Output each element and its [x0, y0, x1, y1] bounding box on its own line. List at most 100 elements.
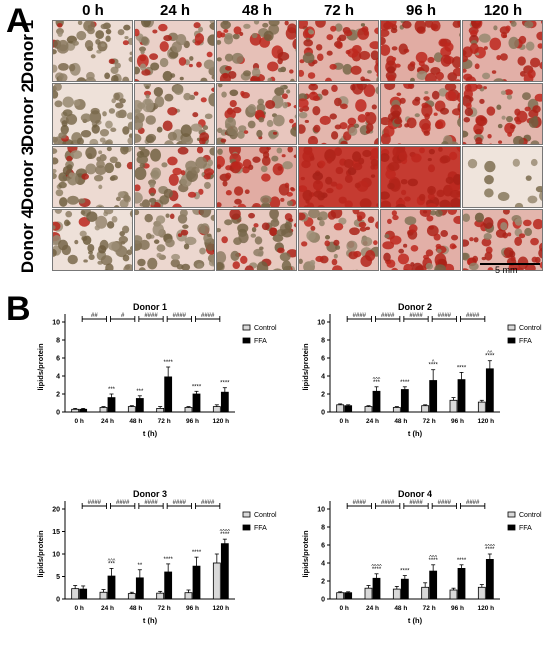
micrograph-image — [216, 209, 297, 271]
micrograph-image — [380, 83, 461, 145]
significance-carets: ^^^ — [373, 377, 381, 383]
x-tick-label: 48 h — [394, 605, 407, 612]
significance-stars: **** — [428, 363, 438, 369]
significance-stars: **** — [163, 557, 173, 563]
x-tick-label: 96 h — [451, 605, 464, 612]
y-tick-label: 6 — [56, 356, 60, 363]
micrograph-image — [462, 83, 543, 145]
x-axis-label: t (h) — [143, 429, 158, 438]
x-axis-label: t (h) — [408, 616, 423, 625]
donor-row-label: Donor 2 — [18, 82, 37, 147]
bracket-label: #### — [144, 500, 158, 506]
donor-row-label: Donor 4 — [18, 208, 37, 273]
y-tick-label: 8 — [321, 525, 325, 532]
bar-ffa — [400, 578, 409, 600]
bracket-label: #### — [466, 500, 480, 506]
significance-stars: **** — [220, 381, 230, 387]
y-tick-label: 0 — [56, 597, 60, 604]
micrograph-image — [380, 209, 461, 271]
bar-control — [156, 592, 165, 600]
y-tick-label: 10 — [317, 507, 325, 514]
bar-control — [364, 587, 373, 600]
bracket-label: #### — [144, 313, 158, 319]
micrograph-image — [298, 83, 379, 145]
micrograph-image — [462, 209, 543, 271]
significance-stars: *** — [108, 387, 116, 393]
panel-b-letter: B — [6, 290, 31, 328]
micrograph-image — [134, 83, 215, 145]
bar-control — [71, 408, 80, 413]
y-tick-label: 6 — [321, 356, 325, 363]
y-tick-label: 2 — [321, 392, 325, 399]
bar-ffa — [457, 379, 466, 413]
x-tick-label: 24 h — [366, 605, 379, 612]
bar-control — [477, 586, 486, 600]
bar-control — [156, 408, 165, 413]
y-tick-label: 0 — [56, 410, 60, 417]
micrograph-image — [216, 20, 297, 82]
significance-stars: **** — [485, 354, 495, 360]
bracket-label: #### — [201, 313, 215, 319]
bar-ffa — [107, 575, 116, 600]
significance-stars: ** — [137, 563, 142, 569]
bar-control — [449, 589, 458, 600]
significance-stars: **** — [192, 384, 202, 390]
donor-row-label: Donor 1 — [18, 19, 37, 84]
bracket-label: #### — [466, 313, 480, 319]
donor-row-label: Donor 3 — [18, 145, 37, 210]
significance-carets: ^^ — [487, 351, 493, 357]
legend-swatch-ffa — [242, 337, 251, 344]
y-tick-label: 0 — [321, 410, 325, 417]
micrograph-image — [298, 209, 379, 271]
legend-swatch-ffa — [242, 524, 251, 531]
y-tick-label: 10 — [317, 320, 325, 327]
bar-control — [99, 591, 108, 600]
bar-control — [477, 401, 486, 413]
x-tick-label: 72 h — [158, 418, 171, 425]
x-tick-label: 0 h — [339, 605, 348, 612]
x-tick-label: 120 h — [213, 418, 230, 425]
legend-swatch-control — [242, 324, 251, 331]
x-tick-label: 96 h — [186, 418, 199, 425]
y-axis-label: lipids/protein — [301, 343, 310, 391]
bar-control — [127, 593, 136, 600]
chart-title: Donor 1 — [133, 302, 167, 312]
bar-chart: Donor 4 0 2 4 6 8 10 lipids/protein t (h) 0 h 24 h… — [301, 489, 542, 625]
legend-swatch-ffa — [507, 337, 516, 344]
scale-bar-label: 5 mm — [495, 265, 518, 275]
bracket-label: #### — [409, 313, 423, 319]
bar-ffa — [79, 588, 88, 600]
significance-stars: **** — [400, 569, 410, 575]
significance-stars: **** — [428, 558, 438, 564]
bar-chart: Donor 3 0 5 10 15 20 lipids/protein t (h) 0 h 24 … — [36, 489, 277, 625]
x-tick-label: 48 h — [129, 418, 142, 425]
legend-label: Control — [254, 512, 277, 519]
legend-swatch-control — [507, 511, 516, 518]
y-tick-label: 15 — [52, 529, 60, 536]
significance-stars: **** — [457, 558, 467, 564]
bar-control — [184, 407, 193, 413]
micrograph-image — [216, 146, 297, 208]
significance-stars: **** — [163, 360, 173, 366]
x-tick-label: 24 h — [101, 418, 114, 425]
micrograph-image — [298, 146, 379, 208]
bar-ffa — [220, 391, 229, 413]
micrograph-image — [380, 146, 461, 208]
bar-control — [364, 406, 373, 413]
y-tick-label: 10 — [52, 552, 60, 559]
legend-swatch-ffa — [507, 524, 516, 531]
panel-a-letter: A — [6, 2, 31, 40]
chart-title: Donor 3 — [133, 489, 167, 499]
bar-ffa — [344, 592, 353, 600]
x-tick-label: 0 h — [74, 418, 83, 425]
legend-label: FFA — [519, 525, 532, 532]
y-tick-label: 4 — [56, 374, 60, 381]
significance-stars: **** — [485, 547, 495, 553]
bracket-label: #### — [201, 500, 215, 506]
micrograph-image — [52, 83, 133, 145]
significance-carets: ^ — [432, 360, 435, 366]
bracket-label: ## — [91, 313, 98, 319]
bar-ffa — [429, 570, 438, 600]
chart-title: Donor 4 — [398, 489, 432, 499]
legend-label: FFA — [519, 338, 532, 345]
